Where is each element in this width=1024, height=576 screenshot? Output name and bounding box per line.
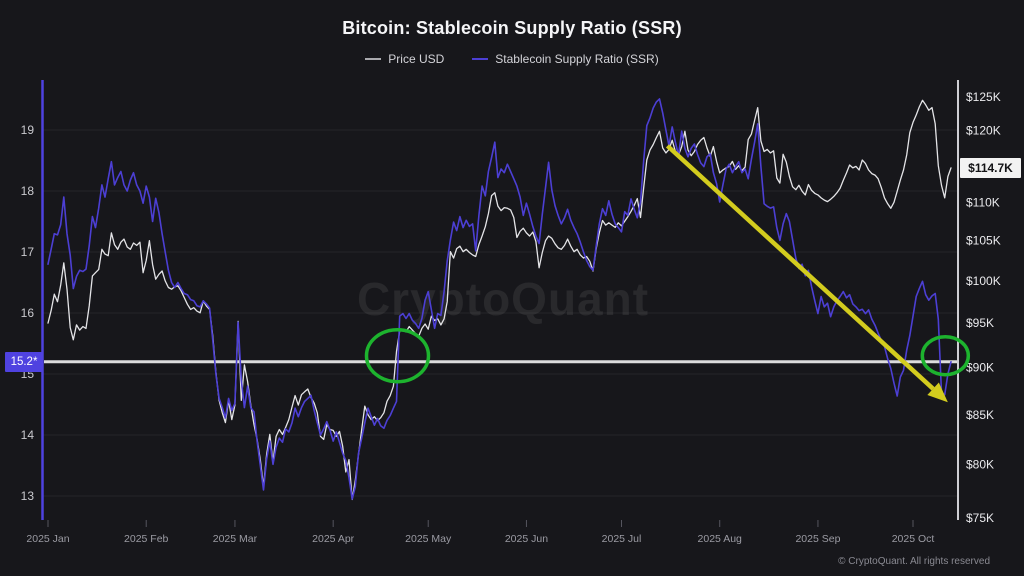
right-tick-label: $120K — [966, 124, 1001, 138]
highlight-circle — [920, 334, 971, 377]
x-tick-label: 2025 Oct — [892, 533, 935, 545]
right-tick-label: $100K — [966, 274, 1001, 288]
x-tick-label: 2025 Jul — [602, 533, 642, 545]
legend: Price USD Stablecoin Supply Ratio (SSR) — [0, 52, 1024, 66]
left-tick-label: 19 — [21, 123, 35, 137]
left-tick-label: 17 — [21, 245, 35, 259]
left-tick-label: 18 — [21, 184, 35, 198]
highlight-circle — [364, 327, 431, 384]
left-tick-label: 16 — [21, 306, 35, 320]
x-tick-label: 2025 May — [405, 533, 452, 545]
right-tick-label: $125K — [966, 90, 1001, 104]
ssr-level-badge: 15.2* — [5, 352, 43, 372]
x-tick-label: 2025 Apr — [312, 533, 355, 545]
x-tick-label: 2025 Aug — [698, 533, 743, 545]
legend-label-ssr: Stablecoin Supply Ratio (SSR) — [495, 52, 659, 66]
left-tick-label: 13 — [21, 489, 35, 503]
legend-item-price[interactable]: Price USD — [365, 52, 444, 66]
right-tick-label: $75K — [966, 511, 994, 525]
trend-arrow-head — [927, 382, 948, 403]
right-tick-label: $105K — [966, 234, 1001, 248]
price-series-swatch — [365, 58, 382, 60]
trend-arrow-shaft — [665, 144, 935, 391]
copyright-note: © CryptoQuant. All rights reserved — [838, 556, 990, 567]
x-tick-label: 2025 Feb — [124, 533, 169, 545]
x-tick-label: 2025 Sep — [795, 533, 840, 545]
last-price-badge: $114.7K — [960, 158, 1021, 178]
ssr-series-line — [47, 98, 952, 500]
right-tick-label: $85K — [966, 408, 994, 422]
left-tick-label: 14 — [21, 428, 35, 442]
right-tick-label: $90K — [966, 361, 994, 375]
legend-item-ssr[interactable]: Stablecoin Supply Ratio (SSR) — [472, 52, 659, 66]
right-tick-label: $80K — [966, 458, 994, 472]
price-series-line — [47, 99, 952, 501]
x-tick-label: 2025 Jun — [505, 533, 548, 545]
x-tick-label: 2025 Mar — [213, 533, 258, 545]
page-title: Bitcoin: Stablecoin Supply Ratio (SSR) — [342, 18, 682, 38]
x-tick-label: 2025 Jan — [26, 533, 69, 545]
right-tick-label: $110K — [966, 195, 1000, 209]
right-tick-label: $95K — [966, 316, 994, 330]
legend-label-price: Price USD — [388, 52, 445, 66]
ssr-series-swatch — [472, 58, 489, 60]
